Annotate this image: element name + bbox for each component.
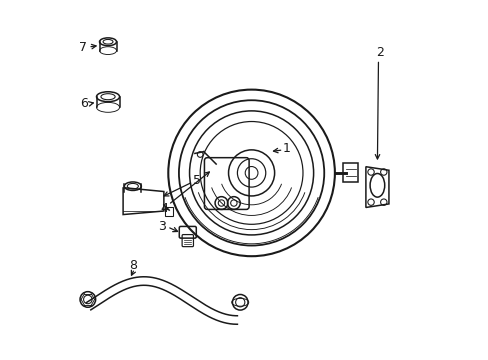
- Text: 8: 8: [128, 258, 137, 271]
- Text: 5: 5: [192, 174, 200, 186]
- Text: 2: 2: [376, 46, 384, 59]
- Text: 6: 6: [80, 97, 88, 110]
- Text: 1: 1: [283, 141, 290, 154]
- Text: 7: 7: [79, 41, 87, 54]
- Text: 3: 3: [158, 220, 166, 233]
- Text: 4: 4: [161, 202, 168, 215]
